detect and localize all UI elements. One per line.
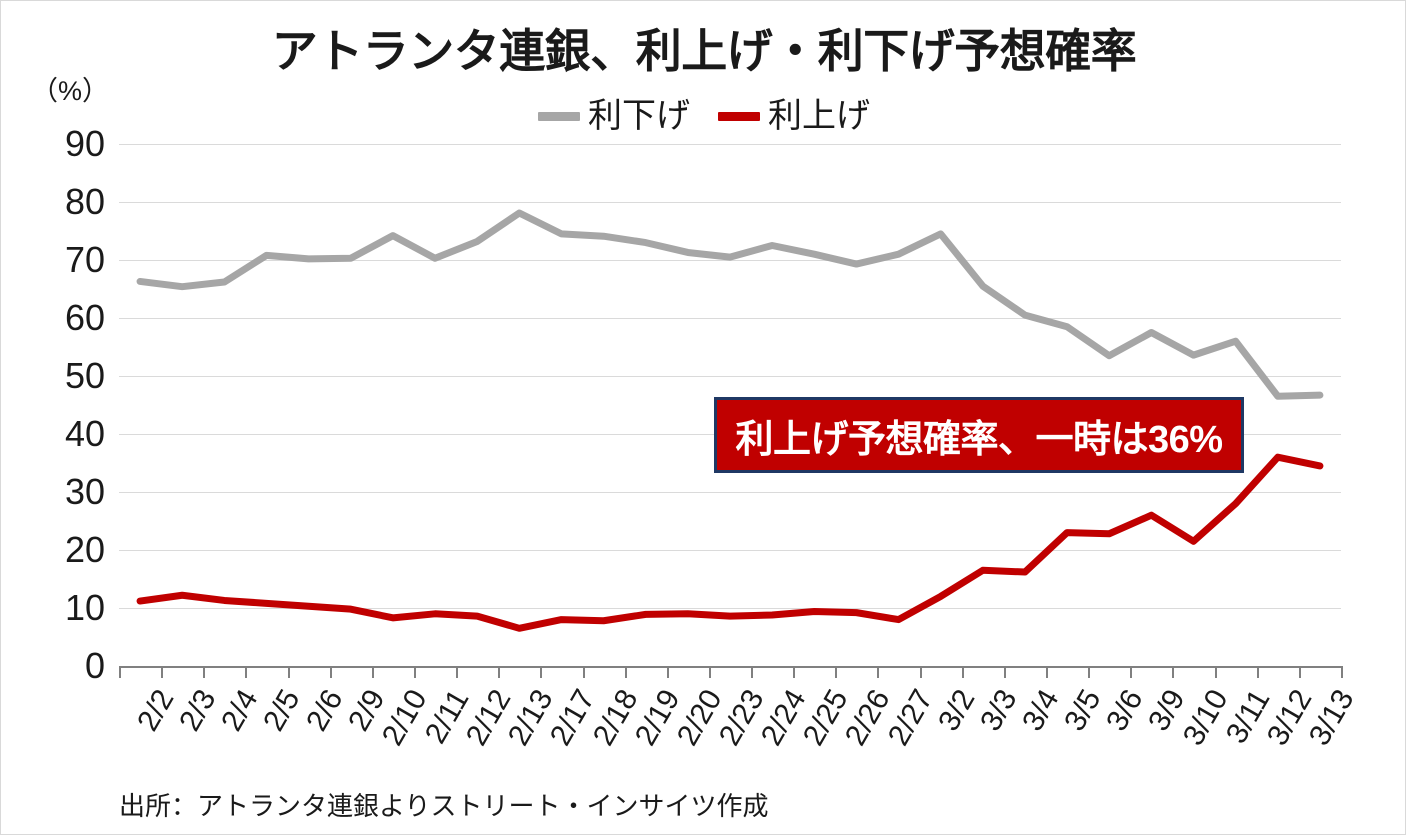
- x-tick-label: 2/20: [670, 684, 729, 752]
- x-tick-label: 3/4: [1016, 684, 1066, 737]
- y-tick-label: 70: [64, 239, 105, 280]
- x-tick-label: 3/2: [931, 684, 982, 737]
- x-tick-mark: [877, 666, 880, 678]
- x-tick-label: 2/18: [586, 684, 645, 752]
- source-note: 出所：アトランタ連銀よりストリート・インサイツ作成: [119, 791, 769, 821]
- y-axis-unit-label: （%）: [31, 76, 110, 106]
- y-tick-label: 50: [64, 355, 105, 396]
- x-tick-mark: [835, 666, 838, 678]
- series-lines: [136, 209, 1324, 632]
- x-tick-mark: [624, 666, 627, 678]
- y-tick-label: 10: [64, 587, 105, 628]
- x-tick-label: 2/12: [459, 684, 518, 752]
- x-tick-label: 2/4: [215, 684, 265, 737]
- x-tick-label: 2/27: [881, 684, 940, 752]
- x-tick-mark: [666, 666, 669, 678]
- gridline: [119, 144, 1341, 145]
- x-tick-label: 2/19: [628, 684, 687, 752]
- x-tick-mark: [961, 666, 964, 678]
- gridline: [119, 492, 1341, 493]
- x-tick-mark: [287, 666, 290, 678]
- x-tick-mark: [1172, 666, 1175, 678]
- x-tick-mark: [203, 666, 206, 678]
- y-tick-label: 20: [64, 529, 105, 570]
- x-tick-label: 3/13: [1302, 684, 1361, 752]
- series-line-rate-hike: [136, 453, 1324, 632]
- annotation-text: 利上げ予想確率、一時は36%: [735, 418, 1223, 461]
- x-tick-mark: [793, 666, 796, 678]
- x-tick-mark: [498, 666, 501, 678]
- x-tick-label: 2/3: [173, 684, 223, 737]
- x-tick-label: 2/26: [839, 684, 897, 752]
- gridline: [119, 550, 1341, 551]
- x-tick-label: 3/12: [1260, 684, 1319, 752]
- x-tick-label: 2/17: [544, 684, 603, 752]
- x-axis-line: [119, 666, 1341, 668]
- y-tick-label: 0: [84, 645, 105, 686]
- x-tick-mark: [1298, 666, 1301, 678]
- x-tick-mark: [1341, 666, 1343, 678]
- legend-label-rate-cut: 利下げ: [588, 97, 690, 135]
- x-tick-label: 2/25: [797, 684, 855, 752]
- gridline: [119, 318, 1341, 319]
- legend-item-rate-cut: 利下げ: [538, 99, 690, 133]
- x-tick-mark: [708, 666, 711, 678]
- x-tick-mark: [582, 666, 585, 678]
- x-tick-mark: [161, 666, 164, 678]
- y-tick-label: 60: [64, 297, 105, 338]
- legend-label-rate-hike: 利上げ: [768, 97, 870, 135]
- legend-swatch-rate-cut: [538, 111, 580, 121]
- x-tick-mark: [751, 666, 754, 678]
- x-tick-label: 2/5: [257, 684, 308, 737]
- x-tick-label: 3/3: [973, 684, 1024, 737]
- x-tick-mark: [919, 666, 922, 678]
- x-tick-label: 3/11: [1219, 684, 1277, 750]
- series-line-rate-cut: [136, 209, 1324, 400]
- x-tick-mark: [1003, 666, 1006, 678]
- x-tick-label: 2/10: [375, 684, 434, 752]
- x-tick-mark: [1046, 666, 1049, 678]
- x-tick-label: 3/10: [1176, 684, 1235, 752]
- x-tick-label: 3/6: [1100, 684, 1150, 737]
- gridline: [119, 376, 1341, 377]
- x-tick-label: 2/11: [418, 684, 476, 750]
- x-tick-label: 2/6: [299, 684, 350, 737]
- x-tick-label: 2/23: [712, 684, 771, 752]
- x-tick-mark: [540, 666, 543, 678]
- y-tick-label: 80: [64, 181, 105, 222]
- x-tick-label: 2/2: [131, 684, 181, 737]
- y-tick-label: 40: [64, 413, 105, 454]
- x-tick-mark: [1088, 666, 1091, 678]
- x-tick-mark: [371, 666, 374, 678]
- x-tick-mark: [245, 666, 248, 678]
- y-axis: 0 10 20 30 40 50 60 70 80 90: [1, 1, 105, 834]
- x-tick-mark: [329, 666, 332, 678]
- gridline: [119, 202, 1341, 203]
- gridline: [119, 608, 1341, 609]
- x-tick-mark: [1130, 666, 1133, 678]
- legend-item-rate-hike: 利上げ: [718, 99, 870, 133]
- x-tick-mark: [456, 666, 459, 678]
- y-tick-label: 30: [64, 471, 105, 512]
- x-tick-mark: [119, 666, 121, 678]
- chart-legend: 利下げ 利上げ: [1, 99, 1405, 133]
- x-tick-label: 2/24: [754, 684, 813, 752]
- chart-title: アトランタ連銀、利上げ・利下げ予想確率: [271, 25, 1137, 77]
- x-tick-mark: [1214, 666, 1217, 678]
- annotation-callout: 利上げ予想確率、一時は36%: [714, 397, 1244, 473]
- x-tick-mark: [413, 666, 416, 678]
- x-tick-label: 3/5: [1058, 684, 1108, 737]
- legend-swatch-rate-hike: [718, 111, 760, 121]
- x-tick-mark: [1256, 666, 1259, 678]
- y-tick-label: 90: [64, 123, 105, 164]
